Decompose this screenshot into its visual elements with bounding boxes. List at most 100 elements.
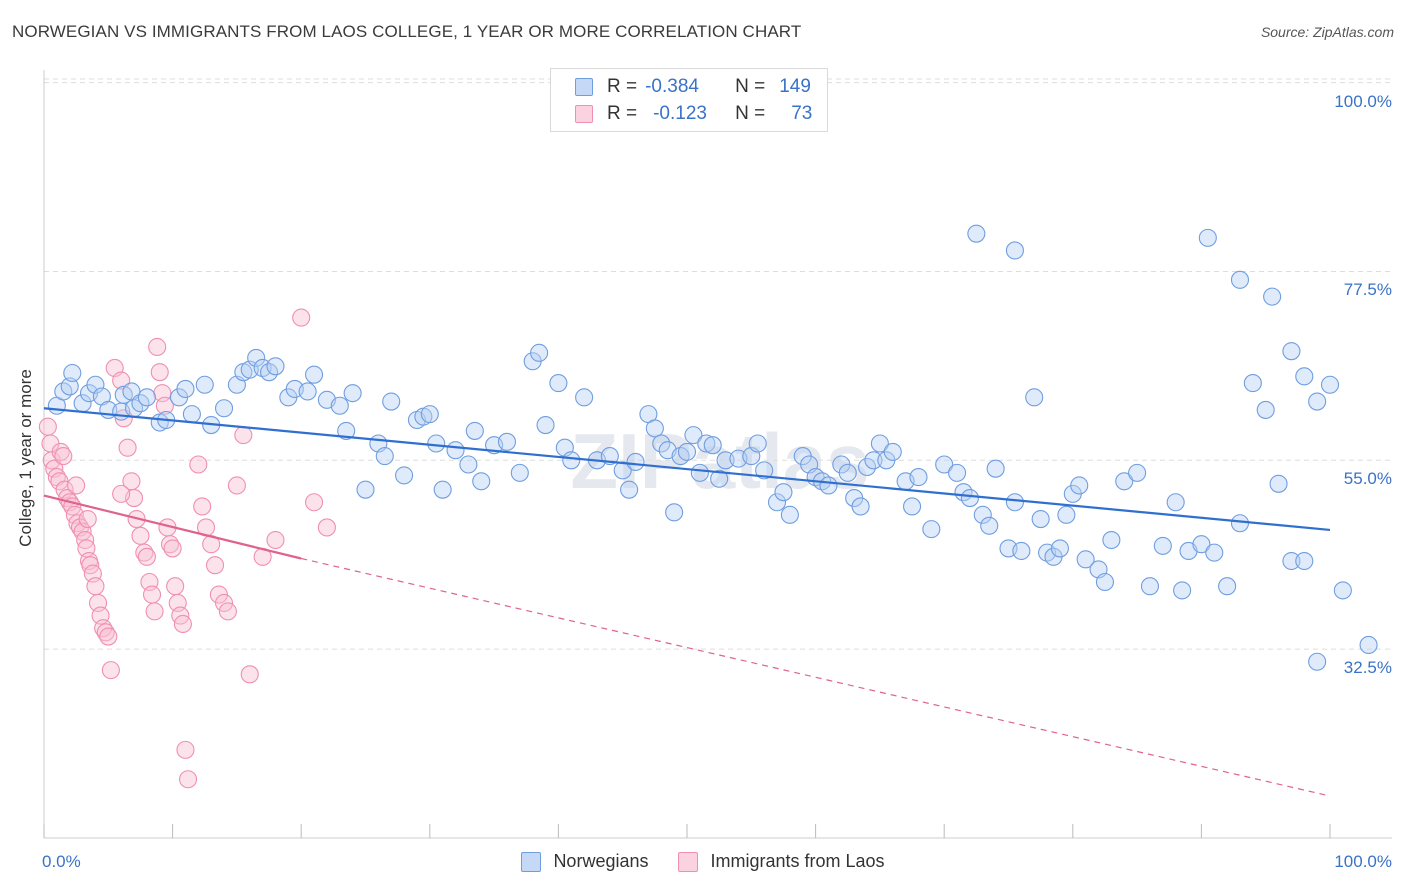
data-point (530, 343, 549, 362)
data-point (703, 436, 722, 455)
data-point (247, 348, 266, 367)
data-point (973, 505, 992, 524)
legend-item-norwegians: Norwegians (521, 851, 648, 872)
legend-item-laos: Immigrants from Laos (678, 851, 885, 872)
data-point (870, 434, 889, 453)
data-point (774, 483, 793, 502)
data-point (266, 357, 285, 376)
data-point (343, 384, 362, 403)
data-point (883, 442, 902, 461)
data-point (510, 463, 529, 482)
data-point (189, 455, 208, 474)
data-point (317, 518, 336, 537)
legend-row-laos: R = -0.123 N = 73 (575, 102, 812, 126)
legend-n-label: N = (735, 76, 766, 97)
data-point (305, 365, 324, 384)
y-tick-label: 77.5% (1343, 280, 1392, 300)
data-point (613, 461, 632, 480)
data-point (142, 585, 162, 604)
y-tick-label: 32.5% (1343, 658, 1392, 678)
data-point (227, 476, 246, 495)
data-point (182, 405, 201, 424)
data-point (305, 493, 324, 512)
data-point (1005, 493, 1024, 512)
data-point (684, 426, 703, 445)
y-tick-label: 55.0% (1343, 469, 1392, 489)
data-point (137, 547, 156, 566)
data-point (780, 505, 799, 524)
data-point (163, 539, 182, 558)
data-point (755, 461, 774, 480)
data-point (1333, 581, 1352, 600)
data-point (205, 556, 225, 575)
data-point (497, 432, 517, 451)
data-point (1282, 342, 1301, 361)
data-point (1320, 375, 1340, 394)
data-point (710, 469, 729, 488)
data-point (234, 426, 253, 445)
legend-r-label: R = (607, 76, 638, 97)
legend-row-norwegians: R = -0.384 N = 149 (575, 75, 811, 99)
data-point (382, 392, 401, 411)
legend-r-value: -0.384 (645, 76, 699, 97)
data-point (427, 434, 446, 453)
data-point (166, 577, 185, 596)
data-point (101, 661, 120, 680)
data-point (838, 463, 857, 482)
data-point (150, 363, 169, 382)
data-point (1076, 550, 1095, 569)
legend-label-norwegians: Norwegians (553, 851, 649, 871)
data-point (1031, 509, 1050, 529)
data-point (214, 593, 234, 613)
legend-n-label: N = (735, 103, 766, 124)
data-point (864, 451, 883, 470)
data-point (446, 441, 465, 460)
data-point (960, 489, 979, 508)
data-point (330, 396, 349, 415)
data-point (214, 399, 234, 418)
data-point (1140, 577, 1160, 596)
data-point (1070, 476, 1089, 495)
norwegians-trend-line (43, 407, 1331, 532)
data-point (54, 447, 73, 466)
legend-n-value: 149 (779, 76, 811, 97)
data-point (195, 375, 214, 394)
data-point (652, 434, 671, 453)
data-point (857, 457, 877, 477)
data-point (112, 484, 131, 503)
data-point (620, 480, 639, 499)
data-point (1192, 535, 1211, 554)
data-point (240, 665, 259, 684)
data-point (1308, 392, 1327, 411)
legend-swatch-blue (521, 851, 542, 872)
data-point (677, 442, 697, 461)
data-point (1205, 543, 1224, 562)
data-point (902, 497, 922, 516)
data-point (176, 379, 195, 399)
x-tick-min: 0.0% (42, 852, 81, 871)
data-point (1095, 572, 1114, 592)
data-point (1166, 493, 1185, 512)
data-point (935, 455, 954, 474)
data-point (433, 480, 452, 499)
data-point (1198, 228, 1217, 247)
data-point (86, 375, 105, 394)
data-point (1012, 541, 1031, 560)
data-point (1263, 287, 1282, 306)
data-point (1128, 463, 1147, 482)
data-point (459, 455, 478, 474)
data-point (1269, 474, 1288, 493)
data-point (967, 224, 986, 243)
data-point (193, 497, 212, 516)
stats-legend: R = -0.384 N = 149 R = -0.123 N = 73 (550, 68, 828, 132)
source-label: Source: ZipAtlas.com (1260, 24, 1394, 40)
data-point (86, 577, 105, 596)
data-point (465, 421, 484, 440)
series-legend: Norwegians Immigrants from Laos (0, 851, 1406, 872)
data-point (78, 509, 97, 529)
data-point (1359, 635, 1378, 655)
data-point (375, 447, 394, 466)
data-point (1050, 539, 1069, 558)
data-point (948, 463, 967, 482)
